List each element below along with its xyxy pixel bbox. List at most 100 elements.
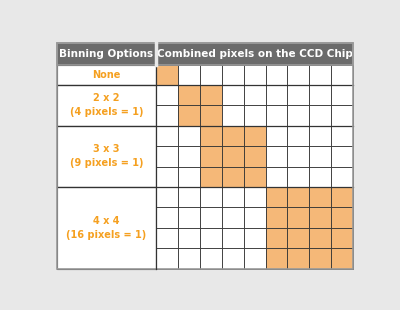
Bar — [331, 167, 353, 187]
Bar — [288, 207, 309, 228]
Bar — [178, 228, 200, 248]
Bar — [266, 228, 288, 248]
Bar — [244, 85, 266, 105]
Bar — [200, 85, 222, 105]
Bar — [200, 187, 222, 207]
Bar — [156, 228, 178, 248]
Bar — [178, 105, 200, 126]
Bar — [288, 146, 309, 167]
Bar — [200, 64, 222, 85]
Bar — [309, 64, 331, 85]
Text: 3 x 3
(9 pixels = 1): 3 x 3 (9 pixels = 1) — [70, 144, 143, 168]
Bar — [200, 248, 222, 269]
Bar — [309, 248, 331, 269]
Bar — [156, 187, 178, 207]
Bar — [222, 126, 244, 146]
Bar — [266, 105, 288, 126]
Text: Binning Options: Binning Options — [59, 49, 154, 59]
Bar — [288, 126, 309, 146]
Bar — [309, 187, 331, 207]
Bar — [266, 187, 288, 207]
Bar — [222, 207, 244, 228]
Bar — [200, 105, 222, 126]
Bar — [222, 248, 244, 269]
Bar — [222, 105, 244, 126]
Bar — [309, 85, 331, 105]
Bar — [288, 85, 309, 105]
Bar — [331, 126, 353, 146]
Bar — [156, 207, 178, 228]
Bar — [156, 64, 178, 85]
Text: 2 x 2
(4 pixels = 1): 2 x 2 (4 pixels = 1) — [70, 93, 143, 117]
Bar — [244, 146, 266, 167]
Bar — [178, 207, 200, 228]
Bar — [288, 167, 309, 187]
Bar — [156, 43, 353, 64]
Bar — [57, 43, 353, 64]
Bar — [266, 248, 288, 269]
Bar — [244, 207, 266, 228]
Text: Combined pixels on the CCD Chip: Combined pixels on the CCD Chip — [157, 49, 352, 59]
Bar — [288, 64, 309, 85]
Bar — [266, 126, 288, 146]
Bar — [244, 248, 266, 269]
Bar — [331, 248, 353, 269]
Bar — [156, 126, 178, 146]
Bar — [266, 64, 288, 85]
Bar — [331, 146, 353, 167]
Bar — [288, 228, 309, 248]
Bar — [288, 187, 309, 207]
Bar — [309, 105, 331, 126]
Bar — [200, 167, 222, 187]
Bar — [244, 167, 266, 187]
Bar — [331, 85, 353, 105]
Bar — [331, 187, 353, 207]
Bar — [57, 187, 156, 269]
Bar — [222, 167, 244, 187]
Bar — [156, 248, 178, 269]
Bar — [178, 85, 200, 105]
Bar — [288, 248, 309, 269]
Bar — [200, 228, 222, 248]
Bar — [156, 146, 178, 167]
Bar — [288, 105, 309, 126]
Bar — [309, 207, 331, 228]
Bar — [222, 228, 244, 248]
Bar — [266, 146, 288, 167]
Bar — [57, 126, 156, 187]
Bar — [266, 85, 288, 105]
Bar — [222, 146, 244, 167]
Bar — [57, 85, 156, 126]
Bar — [57, 43, 156, 64]
Bar — [57, 64, 156, 85]
Bar — [222, 64, 244, 85]
Bar — [244, 187, 266, 207]
Bar — [200, 146, 222, 167]
Bar — [200, 207, 222, 228]
Bar — [266, 167, 288, 187]
Bar — [244, 105, 266, 126]
Bar — [222, 187, 244, 207]
Bar — [309, 126, 331, 146]
Bar — [178, 248, 200, 269]
Bar — [244, 64, 266, 85]
Bar — [331, 228, 353, 248]
Bar — [244, 126, 266, 146]
Bar — [309, 146, 331, 167]
Bar — [156, 85, 178, 105]
Bar — [222, 85, 244, 105]
Bar — [331, 64, 353, 85]
Bar — [178, 126, 200, 146]
Bar — [309, 167, 331, 187]
Bar — [156, 105, 178, 126]
Bar — [178, 64, 200, 85]
Bar — [331, 207, 353, 228]
Bar — [178, 187, 200, 207]
Text: 4 x 4
(16 pixels = 1): 4 x 4 (16 pixels = 1) — [66, 216, 146, 240]
Bar — [178, 146, 200, 167]
Bar — [244, 228, 266, 248]
Text: None: None — [92, 70, 121, 80]
Bar — [178, 167, 200, 187]
Bar — [200, 126, 222, 146]
Bar — [331, 105, 353, 126]
